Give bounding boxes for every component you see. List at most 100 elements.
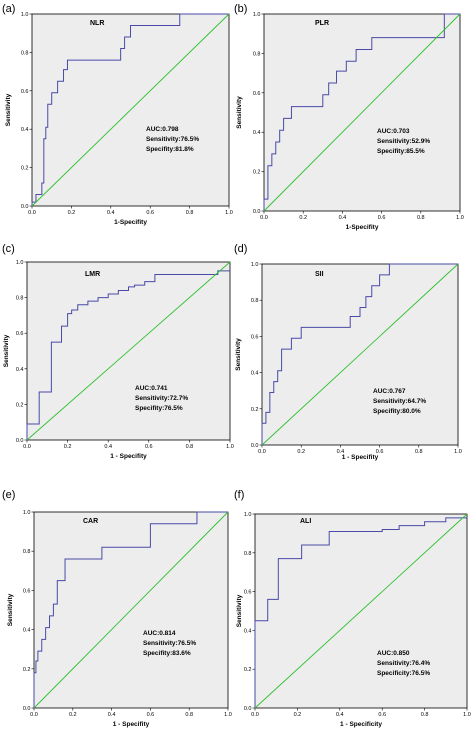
y-tick-label: 0.2 — [16, 402, 24, 408]
x-tick-label: 0.4 — [337, 449, 345, 455]
y-tick-label: 0.2 — [23, 667, 31, 673]
y-tick-label: 0.8 — [21, 50, 29, 56]
y-tick-label: 0.8 — [16, 296, 24, 302]
y-axis-title: Sensitivity — [235, 338, 242, 371]
y-tick-label: 0.8 — [244, 551, 252, 557]
reference-line — [254, 513, 468, 709]
x-tick-label: 0.8 — [417, 215, 425, 221]
y-tick-label: 0.2 — [251, 407, 259, 413]
panel-title: NLR — [90, 20, 104, 27]
x-tick-label: 1.0 — [225, 210, 233, 216]
y-tick-label: 0.2 — [244, 667, 252, 673]
annotation: Specifity:83.6% — [143, 650, 191, 657]
y-tick-label: 0.8 — [253, 51, 261, 57]
reference-line — [31, 13, 230, 207]
y-tick-label: 0.8 — [23, 549, 31, 555]
x-tick-label: 0.0 — [23, 444, 31, 450]
x-tick-label: 1.0 — [463, 712, 471, 718]
roc-curve — [254, 517, 467, 708]
y-tick-label: 1.0 — [16, 260, 24, 266]
x-tick-label: 0.8 — [415, 449, 423, 455]
y-tick-label: 0.4 — [21, 127, 29, 133]
panel-label: (c) — [2, 243, 15, 255]
panel-title: ALI — [300, 518, 311, 525]
roc-panel-6: (f) 0.0 0.2 0.4 0.6 0.8 1.0 0.0 0.2 0.4 0.6 0.8 1.0 A… — [234, 489, 471, 728]
x-tick-label: 0.2 — [294, 712, 302, 718]
x-tick-label: 0.6 — [147, 712, 155, 718]
annotation: Specifity:85.5% — [377, 148, 425, 155]
x-tick-label: 0.8 — [186, 210, 194, 216]
x-axis-title: 1-Specifity — [346, 224, 379, 231]
y-tick-label: 0.6 — [23, 588, 31, 594]
x-tick-label: 0.2 — [297, 449, 305, 455]
x-tick-label: 0.0 — [30, 712, 38, 718]
annotation: AUC:0.814 — [143, 630, 176, 637]
y-tick-label: 1.0 — [253, 12, 261, 18]
y-tick-label: 1.0 — [21, 12, 29, 18]
x-tick-label: 0.2 — [64, 444, 72, 450]
annotation: Specifity:80.0% — [373, 408, 421, 415]
x-tick-label: 0.0 — [258, 449, 266, 455]
reference-line — [33, 511, 229, 709]
reference-line — [263, 13, 461, 212]
y-tick-label: 0.6 — [253, 91, 261, 97]
annotation: Sensitivity:64.7% — [373, 398, 426, 405]
x-axis-title: 1 - Specifity — [342, 454, 379, 461]
x-tick-label: 1.0 — [224, 712, 232, 718]
roc-curve — [26, 270, 230, 440]
x-tick-label: 0.0 — [260, 215, 268, 221]
y-tick-label: 0.4 — [244, 628, 252, 634]
x-tick-label: 0.6 — [376, 449, 384, 455]
x-tick-label: 0.4 — [107, 210, 115, 216]
y-tick-label: 0.0 — [21, 204, 29, 210]
x-axis-title: 1 - Specifity — [113, 721, 150, 728]
y-tick-label: 0.6 — [251, 334, 259, 340]
panel-label: (d) — [234, 243, 247, 255]
annotation: Sensitivity:76.4% — [377, 660, 430, 667]
panel-title: PLR — [315, 20, 329, 27]
x-axis-title: 1 - Specifity — [110, 453, 147, 460]
x-tick-label: 0.0 — [28, 210, 36, 216]
roc-panel-1: (a) 0.0 0.2 0.4 0.6 0.8 1.0 0.0 0.2 0.4 0.6 0.8 1.0 N… — [2, 3, 233, 226]
y-tick-label: 0.6 — [16, 331, 24, 337]
annotation: AUC:0.767 — [373, 388, 406, 395]
roc-panel-3: (c) 0.0 0.2 0.4 0.6 0.8 1.0 0.0 0.2 0.4 0.6 0.8 1.0 L… — [2, 243, 234, 460]
y-tick-label: 0.4 — [251, 371, 259, 377]
annotation: AUC:0.798 — [146, 126, 179, 133]
x-tick-label: 0.4 — [108, 712, 116, 718]
y-tick-label: 0.0 — [16, 438, 24, 444]
y-tick-label: 0.2 — [253, 170, 261, 176]
x-tick-label: 1.0 — [454, 449, 462, 455]
x-axis-title: 1 - Specificity — [340, 721, 382, 728]
x-tick-label: 0.2 — [69, 712, 77, 718]
y-tick-label: 1.0 — [251, 262, 259, 268]
panel-title: CAR — [83, 518, 98, 525]
reference-line — [26, 261, 231, 441]
roc-curve — [261, 263, 458, 445]
panel-title: LMR — [85, 271, 100, 278]
y-tick-label: 0.0 — [253, 209, 261, 215]
x-tick-label: 0.8 — [421, 712, 429, 718]
x-tick-label: 0.8 — [185, 712, 193, 718]
x-tick-label: 0.2 — [68, 210, 76, 216]
x-tick-label: 0.6 — [378, 215, 386, 221]
y-tick-label: 0.0 — [251, 443, 259, 449]
x-tick-label: 0.4 — [336, 712, 344, 718]
y-axis-title: Sensitivity — [3, 334, 10, 367]
y-tick-label: 0.4 — [16, 367, 24, 373]
x-tick-label: 0.6 — [378, 712, 386, 718]
y-tick-label: 0.2 — [21, 166, 29, 172]
y-tick-label: 1.0 — [244, 512, 252, 518]
annotation: Sensitivity:76.5% — [146, 136, 199, 143]
y-axis-title: Sensitivity — [236, 594, 243, 627]
y-tick-label: 0.6 — [21, 89, 29, 95]
x-tick-label: 0.2 — [299, 215, 307, 221]
y-tick-label: 0.0 — [23, 706, 31, 712]
x-tick-label: 0.4 — [339, 215, 347, 221]
y-tick-label: 0.8 — [251, 298, 259, 304]
x-tick-label: 0.6 — [145, 444, 153, 450]
panel-label: (b) — [234, 3, 247, 15]
annotation: Sensitivity:72.7% — [135, 395, 188, 402]
x-tick-label: 0.4 — [104, 444, 112, 450]
